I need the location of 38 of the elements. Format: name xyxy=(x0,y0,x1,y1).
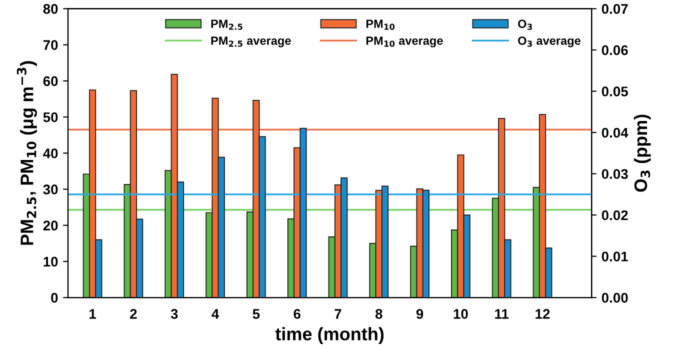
x-tick-label: 6 xyxy=(294,309,300,319)
y-tick-label: 60 xyxy=(43,76,58,86)
y2-tick-label: 0.03 xyxy=(602,169,628,179)
y-axis-title: PM$_{2.5}$, PM$_{10}$ (μg m$^{−3}$) xyxy=(16,61,37,245)
x-tick-label: 11 xyxy=(495,309,509,319)
x-tick-label: 1 xyxy=(90,309,96,319)
y2-tick-label: 0.04 xyxy=(602,128,628,138)
x-tick-label: 2 xyxy=(130,309,137,319)
y2-tick-label: 0.01 xyxy=(602,252,628,262)
legend-label: PM$_{2.5}$ average xyxy=(211,36,291,48)
y-tick-label: 70 xyxy=(43,40,58,50)
y-tick-label: 10 xyxy=(44,256,58,267)
x-tick-label: 7 xyxy=(334,309,342,319)
y2-axis-title: O$_{3}$ (ppm) xyxy=(634,114,651,192)
x-tick-label: 4 xyxy=(212,309,220,319)
y-tick-label: 80 xyxy=(43,4,58,14)
y-tick-label: 0 xyxy=(51,292,58,303)
x-axis-title: time (month) xyxy=(275,327,384,344)
y2-tick-label: 0.06 xyxy=(602,45,628,56)
y2-tick-label: 0.02 xyxy=(602,210,628,220)
legend-label: O$_{3}$ xyxy=(518,20,532,30)
legend-label: PM$_{10}$ xyxy=(366,20,395,30)
legend-label: PM$_{2.5}$ xyxy=(211,20,242,30)
x-tick-label: 8 xyxy=(375,309,382,319)
y-tick-label: 30 xyxy=(43,184,58,194)
y2-tick-label: 0.05 xyxy=(602,86,628,96)
x-tick-label: 5 xyxy=(252,309,260,319)
y2-tick-label: 0.00 xyxy=(602,292,628,303)
x-tick-label: 10 xyxy=(454,309,468,319)
y-tick-label: 50 xyxy=(43,112,58,122)
legend-label: O$_{3}$ average xyxy=(518,36,580,48)
x-tick-label: 12 xyxy=(536,309,550,319)
y-tick-label: 40 xyxy=(43,148,58,158)
x-tick-label: 9 xyxy=(416,309,424,319)
y-tick-label: 20 xyxy=(43,220,58,230)
legend-label: PM$_{10}$ average xyxy=(366,36,443,48)
x-tick-label: 3 xyxy=(170,309,178,319)
y2-tick-label: 0.07 xyxy=(602,4,628,14)
